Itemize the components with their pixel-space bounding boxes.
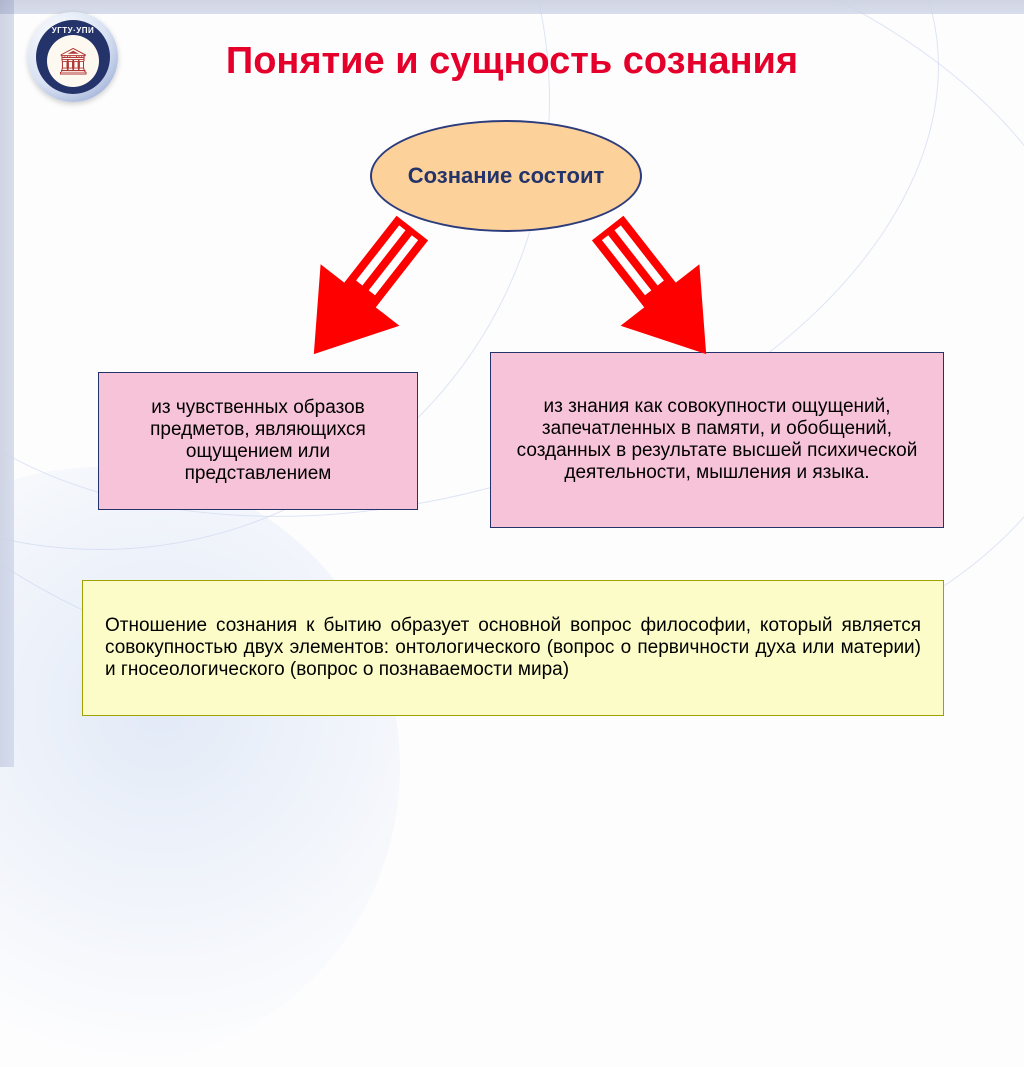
slide-title: Понятие и сущность сознания [0,40,1024,83]
box-left-text: из чувственных образов предметов, являющ… [117,397,399,485]
arrow-right [560,210,760,380]
box-bottom: Отношение сознания к бытию образует осно… [82,580,944,716]
ellipse-label: Сознание состоит [408,163,605,189]
box-bottom-text: Отношение сознания к бытию образует осно… [105,615,921,681]
box-right-text: из знания как совокупности ощущений, зап… [507,396,927,484]
logo-text: УГТУ·УПИ [36,26,110,35]
box-left: из чувственных образов предметов, являющ… [98,372,418,510]
university-logo: УГТУ·УПИ 🏛 [28,12,118,102]
arrow-left [260,210,460,380]
building-icon: 🏛 [56,48,89,74]
